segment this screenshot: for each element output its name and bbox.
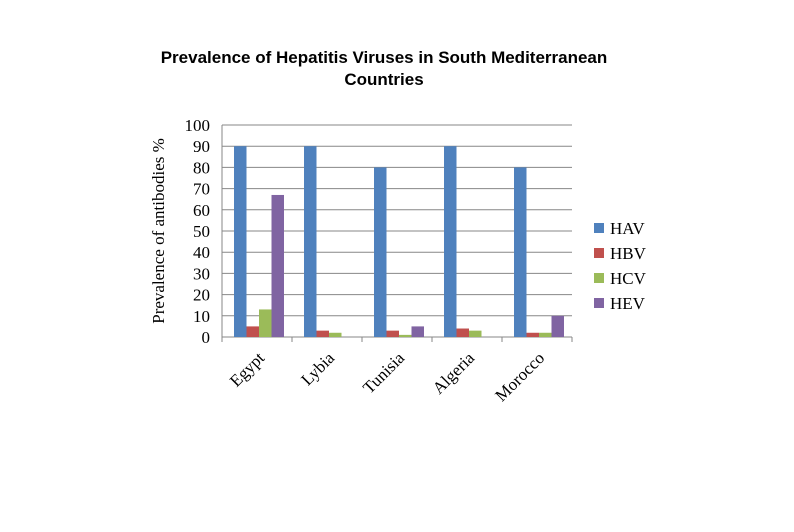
bar-hcv-lybia: [329, 332, 342, 337]
bar-hbv-algeria: [456, 328, 469, 337]
bar-hbv-tunisia: [386, 330, 399, 337]
bar-hbv-morocco: [526, 332, 539, 337]
y-tick-label: 90: [193, 137, 210, 156]
chart-title-line-2: Countries: [344, 70, 423, 89]
bar-hcv-morocco: [539, 332, 552, 337]
bar-hcv-egypt: [259, 309, 272, 337]
legend-swatch-hcv: [594, 273, 604, 283]
legend-label-hbv: HBV: [610, 244, 647, 263]
bar-hav-lybia: [304, 146, 317, 337]
x-category-label: Lybia: [297, 348, 338, 389]
legend-label-hcv: HCV: [610, 269, 647, 288]
bar-hev-morocco: [551, 315, 564, 337]
y-tick-label: 50: [193, 222, 210, 241]
bar-hcv-tunisia: [399, 334, 412, 337]
y-tick-label: 10: [193, 307, 210, 326]
y-tick-label: 100: [185, 116, 211, 135]
y-axis-label: Prevalence of antibodies %: [149, 138, 168, 324]
legend-label-hav: HAV: [610, 219, 645, 238]
y-tick-label: 20: [193, 286, 210, 305]
bar-hav-tunisia: [374, 167, 387, 337]
y-tick-label: 0: [202, 328, 211, 347]
legend-swatch-hav: [594, 223, 604, 233]
legend-swatch-hev: [594, 298, 604, 308]
y-tick-label: 80: [193, 158, 210, 177]
bar-hev-tunisia: [411, 326, 424, 337]
y-tick-label: 70: [193, 180, 210, 199]
x-category-label: Morocco: [491, 348, 548, 405]
y-tick-label: 40: [193, 243, 210, 262]
y-tick-label: 30: [193, 264, 210, 283]
plot-area: 0 10 20 30 40 50 60 70 80 90 100 Egypt Lybia Tunisia A…: [185, 116, 573, 405]
bar-hav-morocco: [514, 167, 527, 337]
y-tick-label: 60: [193, 201, 210, 220]
legend: HAV HBV HCV HEV: [594, 219, 647, 313]
bar-hev-egypt: [271, 194, 284, 337]
bar-hbv-egypt: [246, 326, 259, 337]
x-category-label: Algeria: [429, 348, 479, 398]
x-category-label: Egypt: [226, 348, 268, 390]
x-category-label: Tunisia: [359, 348, 408, 397]
chart-title-line-1: Prevalence of Hepatitis Viruses in South…: [161, 48, 608, 67]
bar-hav-algeria: [444, 146, 457, 337]
bar-hav-egypt: [234, 146, 247, 337]
bar-hbv-lybia: [316, 330, 329, 337]
bar-hcv-algeria: [469, 330, 482, 337]
legend-label-hev: HEV: [610, 294, 646, 313]
legend-swatch-hbv: [594, 248, 604, 258]
